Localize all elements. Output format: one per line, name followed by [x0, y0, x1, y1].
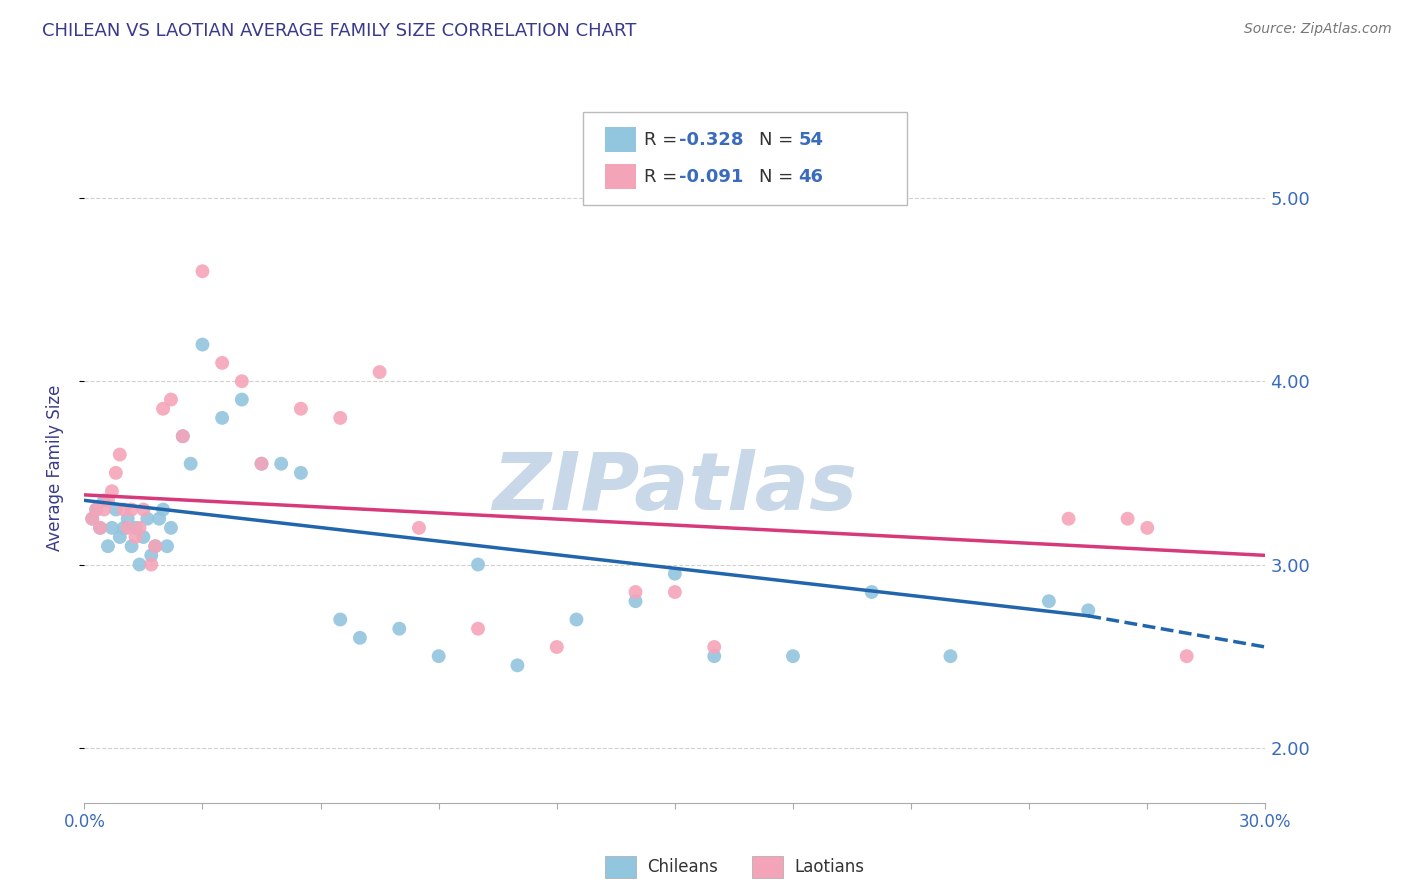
Point [160, 392, 183, 407]
Point [82, 512, 104, 526]
Point [191, 337, 214, 351]
Point [782, 649, 804, 664]
Point [546, 640, 568, 654]
Point [1136, 521, 1159, 535]
Point [231, 374, 253, 388]
Point [1038, 594, 1060, 608]
Point [89, 521, 111, 535]
Point [368, 365, 391, 379]
Point [565, 613, 588, 627]
Point [93, 493, 115, 508]
Point [860, 585, 883, 599]
Text: Source: ZipAtlas.com: Source: ZipAtlas.com [1244, 22, 1392, 37]
Point [117, 521, 139, 535]
Point [112, 521, 135, 535]
Point [104, 466, 127, 480]
Point [121, 502, 143, 516]
Text: R =: R = [644, 168, 683, 186]
Point [467, 622, 489, 636]
Point [624, 585, 647, 599]
Point [128, 558, 150, 572]
Point [97, 539, 120, 553]
Point [82, 512, 104, 526]
Point [506, 658, 529, 673]
Point [152, 401, 174, 416]
Point [1077, 603, 1099, 617]
Text: -0.091: -0.091 [679, 168, 744, 186]
Point [939, 649, 962, 664]
Point [141, 558, 163, 572]
Text: 46: 46 [799, 168, 824, 186]
Point [117, 512, 139, 526]
Y-axis label: Average Family Size: Average Family Size [45, 385, 63, 551]
Point [97, 493, 120, 508]
Point [104, 502, 127, 516]
Point [101, 521, 124, 535]
Point [703, 649, 725, 664]
Point [1116, 512, 1139, 526]
Point [160, 521, 183, 535]
Point [624, 594, 647, 608]
Point [1057, 512, 1080, 526]
Text: Laotians: Laotians [794, 858, 865, 876]
Point [89, 521, 111, 535]
Point [108, 448, 131, 462]
Point [152, 502, 174, 516]
Point [290, 401, 312, 416]
Text: N =: N = [759, 168, 799, 186]
Point [290, 466, 312, 480]
Point [148, 512, 170, 526]
Point [101, 484, 124, 499]
Point [84, 502, 107, 516]
Point [128, 521, 150, 535]
Point [124, 530, 146, 544]
Point [108, 530, 131, 544]
Point [467, 558, 489, 572]
Point [270, 457, 292, 471]
Text: ZIPatlas: ZIPatlas [492, 450, 858, 527]
Point [1175, 649, 1198, 664]
Text: N =: N = [759, 131, 799, 149]
Point [121, 539, 143, 553]
Point [664, 585, 686, 599]
Point [329, 613, 352, 627]
Text: R =: R = [644, 131, 683, 149]
Point [143, 539, 166, 553]
Point [141, 549, 163, 563]
Point [703, 640, 725, 654]
Point [172, 429, 194, 443]
Point [250, 457, 273, 471]
Point [329, 410, 352, 425]
Point [132, 502, 155, 516]
Point [84, 502, 107, 516]
Text: -0.328: -0.328 [679, 131, 744, 149]
Point [143, 539, 166, 553]
Point [191, 264, 214, 278]
Point [136, 512, 159, 526]
Point [93, 502, 115, 516]
Point [156, 539, 179, 553]
Text: 54: 54 [799, 131, 824, 149]
Point [231, 392, 253, 407]
Point [180, 457, 202, 471]
Point [408, 521, 430, 535]
Text: Chileans: Chileans [647, 858, 717, 876]
Point [112, 502, 135, 516]
Point [427, 649, 450, 664]
Point [172, 429, 194, 443]
Point [124, 521, 146, 535]
Point [211, 410, 233, 425]
Point [132, 530, 155, 544]
Point [388, 622, 411, 636]
Point [664, 566, 686, 581]
Point [349, 631, 371, 645]
Text: CHILEAN VS LAOTIAN AVERAGE FAMILY SIZE CORRELATION CHART: CHILEAN VS LAOTIAN AVERAGE FAMILY SIZE C… [42, 22, 637, 40]
Point [250, 457, 273, 471]
Point [211, 356, 233, 370]
